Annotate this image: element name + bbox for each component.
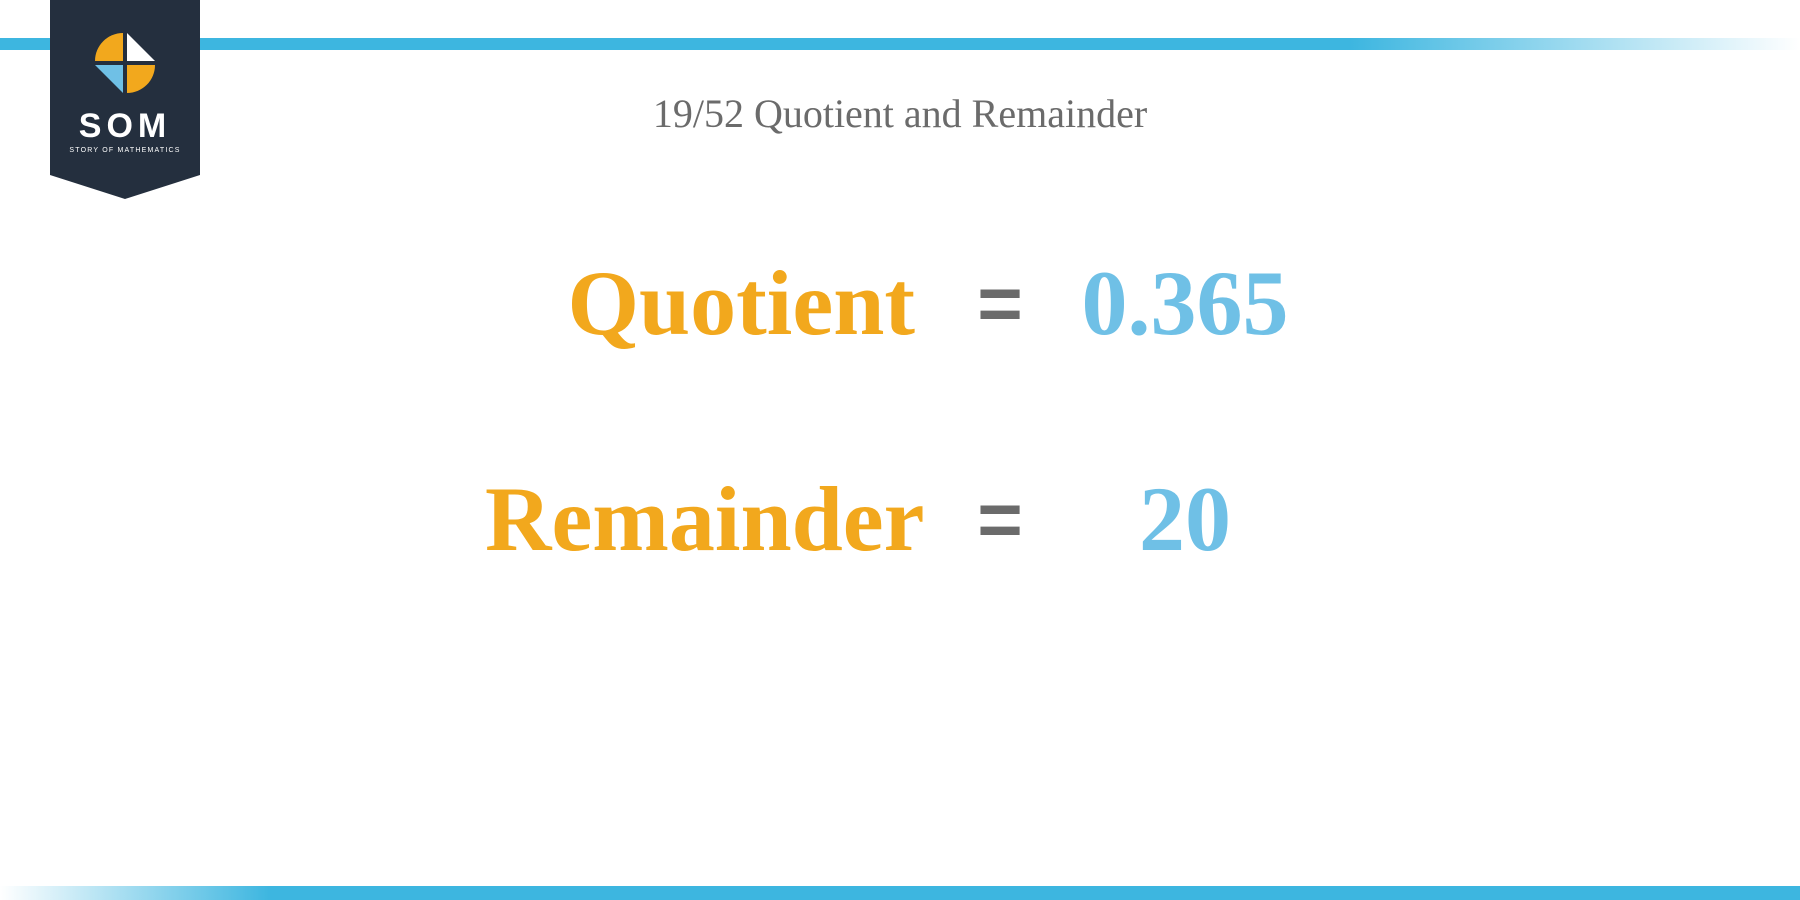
equals-sign: = — [945, 258, 1055, 349]
remainder-row: Remainder = 20 — [485, 466, 1315, 572]
quotient-label: Quotient — [485, 250, 945, 356]
logo-tagline: STORY OF MATHEMATICS — [69, 147, 180, 154]
quotient-row: Quotient = 0.365 — [485, 250, 1315, 356]
logo-mark-icon — [93, 31, 157, 95]
logo-badge: SOM STORY OF MATHEMATICS — [50, 0, 200, 175]
remainder-value: 20 — [1055, 466, 1315, 572]
content-area: Quotient = 0.365 Remainder = 20 — [485, 250, 1315, 572]
top-accent-bar — [0, 38, 1800, 50]
page-title: 19/52 Quotient and Remainder — [0, 90, 1800, 137]
equals-sign: = — [945, 474, 1055, 565]
quotient-value: 0.365 — [1055, 250, 1315, 356]
remainder-label: Remainder — [485, 466, 945, 572]
bottom-accent-bar — [0, 886, 1800, 900]
